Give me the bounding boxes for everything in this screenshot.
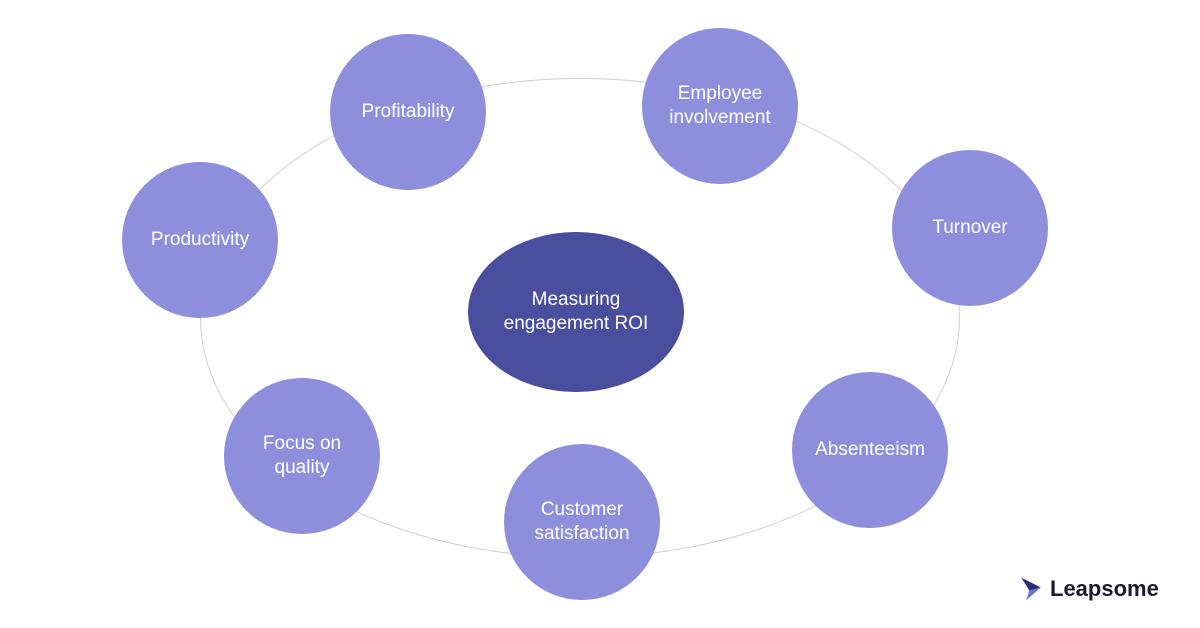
node-label: Productivity: [151, 228, 249, 252]
node-label: Focus on quality: [234, 432, 370, 480]
center-node: Measuring engagement ROI: [468, 232, 684, 392]
node-label: Absenteeism: [815, 438, 925, 462]
node-productivity: Productivity: [122, 162, 278, 318]
leapsome-icon: [1018, 576, 1044, 602]
node-label: Profitability: [362, 100, 455, 124]
node-label: Customer satisfaction: [514, 498, 650, 546]
node-employee-involvement: Employee involvement: [642, 28, 798, 184]
radial-diagram: Measuring engagement ROI Profitability E…: [0, 0, 1200, 628]
brand-logo: Leapsome: [1018, 576, 1159, 602]
node-absenteeism: Absenteeism: [792, 372, 948, 528]
node-label: Turnover: [932, 216, 1007, 240]
brand-name: Leapsome: [1050, 576, 1159, 602]
node-profitability: Profitability: [330, 34, 486, 190]
node-focus-on-quality: Focus on quality: [224, 378, 380, 534]
node-turnover: Turnover: [892, 150, 1048, 306]
node-label: Employee involvement: [652, 82, 788, 130]
center-node-label: Measuring engagement ROI: [478, 288, 674, 336]
node-customer-satisfaction: Customer satisfaction: [504, 444, 660, 600]
